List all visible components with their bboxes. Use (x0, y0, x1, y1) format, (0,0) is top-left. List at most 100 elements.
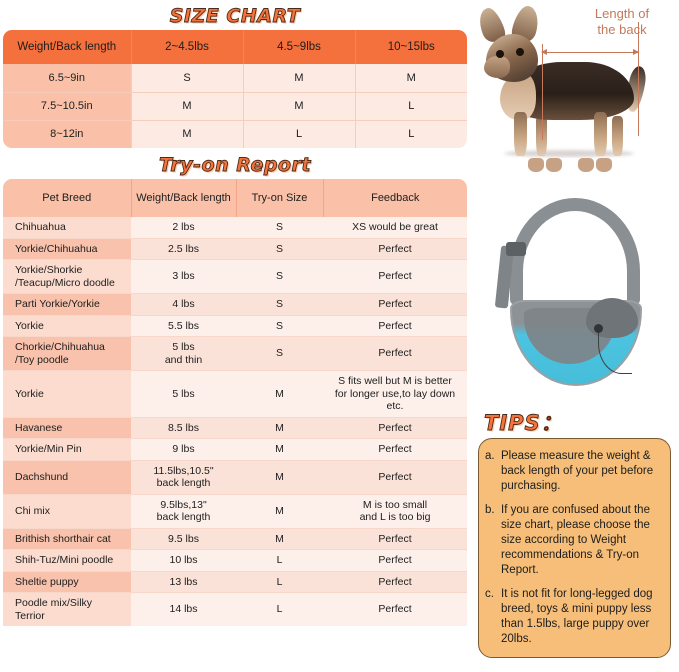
tips-section: TIPS： a. Please measure the weight & back… (470, 406, 679, 658)
tryon-header-row: Pet Breed Weight/Back length Try-on Size… (3, 179, 467, 217)
tryon-weight-cell-line: 5 lbs (172, 387, 195, 400)
tryon-feedback-cell: Perfect (323, 460, 467, 495)
tryon-weight-cell-line: 5 lbs (172, 341, 195, 353)
dog-shadow (504, 150, 634, 157)
size-chart-header-cell: Weight/Back length (3, 30, 132, 64)
carrier-cord-lock (594, 324, 603, 333)
tryon-size-cell: M (236, 438, 323, 461)
measure-tick-left (542, 44, 543, 140)
size-chart-size-cell: M (355, 64, 467, 93)
tryon-table-row: Chi mix 9.5lbs,13" back length M M is too sm… (3, 494, 467, 529)
tryon-feedback-cell: Perfect (323, 336, 467, 371)
tryon-weight-cell-line: 14 lbs (169, 603, 198, 616)
tryon-weight-cell-line: 5.5 lbs (168, 319, 199, 332)
tryon-breed-cell-line: Yorkie (15, 387, 44, 400)
tryon-weight-cell: 9 lbs (131, 438, 236, 461)
tryon-header-cell: Weight/Back length (131, 179, 237, 217)
tryon-feedback-cell-line: Perfect (378, 603, 412, 616)
tryon-weight-cell-line: 10 lbs (169, 554, 198, 566)
measure-arrow-icon (541, 49, 639, 55)
tryon-breed-cell: Yorkie (3, 370, 131, 418)
tryon-table-row: Poodle mix/Silky Terrior 14 lbs L Perfect (3, 592, 467, 626)
tryon-breed-cell: Yorkie/Min Pin (3, 438, 131, 461)
dog-measurement-photo: Length of the back (470, 0, 679, 158)
tryon-table-row: Parti Yorkie/Yorkie 4 lbs S Perfect (3, 293, 467, 316)
tryon-feedback-cell: M is too small and L is too big (323, 494, 467, 529)
tryon-weight-cell-line: 9.5lbs,13" (160, 498, 207, 511)
tryon-breed-cell-line: Yorkie/Chihuahua (15, 242, 98, 255)
tryon-weight-cell: 5 lbs (131, 370, 236, 418)
tryon-feedback-cell: S fits well but M is better for longer us… (323, 370, 467, 418)
tryon-header-cell: Pet Breed (3, 179, 132, 217)
tryon-table-row: Shih-Tuz/Mini poodle 10 lbs L Perfect (3, 549, 467, 572)
size-chart-header-cell: 10~15lbs (355, 30, 467, 64)
tryon-size-cell: M (236, 370, 323, 418)
tryon-size-cell: S (236, 315, 323, 337)
tryon-weight-cell-line: 3 lbs (172, 270, 195, 283)
tryon-table-row: Yorkie/Shorkie/Teacup/Micro doodle 3 lbs S… (3, 259, 467, 294)
tryon-feedback-cell-line: Perfect (378, 242, 412, 255)
right-column: Length of the back TIPS： a. Please measur… (470, 0, 679, 672)
tryon-feedback-cell-line: and L is too big (359, 511, 431, 523)
dog-paw (546, 158, 562, 172)
tryon-breed-cell: Yorkie/Chihuahua (3, 238, 131, 260)
tip-key: c. (485, 588, 494, 600)
tryon-feedback-cell: Perfect (323, 592, 467, 626)
size-chart-row: 8~12in M L L (3, 120, 467, 148)
tryon-size-cell: S (236, 336, 323, 371)
dog-muzzle (484, 56, 510, 78)
size-chart-header-cell: 4.5~9lbs (243, 30, 356, 64)
tryon-breed-cell-line: Yorkie/Min Pin (15, 443, 82, 455)
size-chart-header-cell: 2~4.5lbs (131, 30, 244, 64)
tryon-breed-cell-line: Parti Yorkie/Yorkie (15, 298, 100, 310)
tryon-feedback-cell: Perfect (323, 549, 467, 572)
tryon-size-cell: L (236, 549, 323, 572)
size-chart-back-length: 7.5~10.5in (3, 92, 132, 121)
tryon-header-cell: Try-on Size (236, 179, 324, 217)
tryon-size-cell: S (236, 259, 323, 294)
tryon-feedback-cell-line: Perfect (378, 298, 412, 310)
tryon-breed-cell: Chorkie/Chihuahua/Toy poodle (3, 336, 131, 371)
size-chart-row: 6.5~9in S M M (3, 64, 467, 93)
tryon-weight-cell: 2.5 lbs (131, 238, 236, 260)
tryon-weight-cell: 2 lbs (131, 217, 236, 239)
tryon-size-cell: L (236, 592, 323, 626)
left-column: SIZE CHART Weight/Back length 2~4.5lbs 4… (3, 5, 467, 626)
tip-text: Please measure the weight & back length … (501, 450, 654, 492)
tryon-table-row: Yorkie/Min Pin 9 lbs M Perfect (3, 438, 467, 461)
tip-text: It is not fit for long-legged dog breed,… (501, 588, 653, 645)
tryon-table-row: Chorkie/Chihuahua/Toy poodle 5 lbs and thi… (3, 336, 467, 371)
size-chart-table: Weight/Back length 2~4.5lbs 4.5~9lbs 10~… (3, 30, 467, 148)
tryon-feedback-cell: Perfect (323, 259, 467, 294)
tryon-breed-cell: Parti Yorkie/Yorkie (3, 293, 131, 316)
tryon-feedback-cell: Perfect (323, 571, 467, 593)
size-chart-size-cell: L (355, 120, 467, 148)
back-length-annotation: Length of the back (570, 6, 674, 38)
tryon-breed-cell-line: /Teacup/Micro doodle (15, 276, 115, 289)
tryon-breed-cell-line: Chi mix (15, 504, 51, 517)
tryon-breed-cell: Havanese (3, 417, 131, 439)
tryon-weight-cell-line: 2 lbs (172, 221, 195, 233)
tryon-size-cell: S (236, 217, 323, 239)
tryon-breed-cell: Sheltie puppy (3, 571, 131, 593)
tryon-weight-cell-line: back length (156, 477, 211, 489)
tryon-feedback-cell-line: Perfect (378, 575, 412, 588)
tryon-feedback-cell: Perfect (323, 438, 467, 461)
tryon-feedback-cell-line: Perfect (378, 470, 412, 483)
size-chart-back-length: 6.5~9in (3, 64, 132, 93)
tryon-table-row: Dachshund 11.5lbs,10.5" back length M Perfec… (3, 460, 467, 495)
tip-item: a. Please measure the weight & back lengt… (485, 449, 662, 494)
tryon-weight-cell: 11.5lbs,10.5" back length (131, 460, 236, 495)
tryon-breed-cell: Yorkie/Shorkie/Teacup/Micro doodle (3, 259, 131, 294)
tip-text: If you are confused about the size chart… (501, 504, 650, 576)
tryon-weight-cell: 5.5 lbs (131, 315, 236, 337)
tryon-weight-cell: 9.5lbs,13" back length (131, 494, 236, 529)
tryon-size-cell: S (236, 293, 323, 316)
tryon-weight-cell-line: 11.5lbs,10.5" (153, 464, 214, 477)
tryon-feedback-cell: Perfect (323, 238, 467, 260)
tryon-weight-cell-line: 9 lbs (172, 443, 195, 455)
tryon-table-row: Havanese 8.5 lbs M Perfect (3, 417, 467, 439)
tryon-weight-cell: 13 lbs (131, 571, 236, 593)
tryon-weight-cell-line: 9.5 lbs (168, 532, 199, 545)
tips-title: TIPS： (484, 411, 563, 436)
